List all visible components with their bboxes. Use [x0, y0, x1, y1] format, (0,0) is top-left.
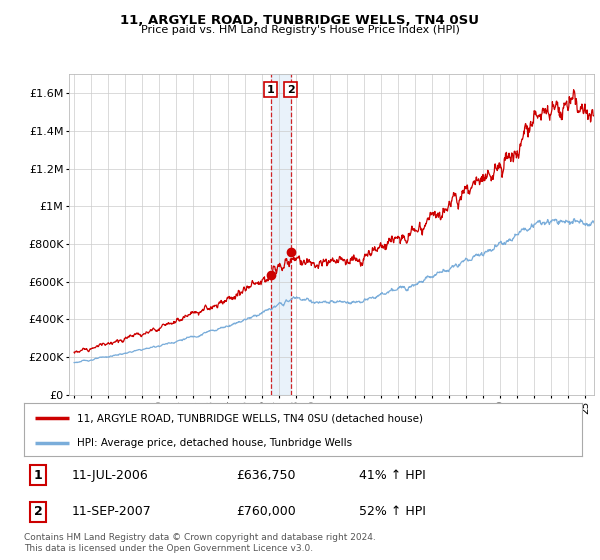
Text: £760,000: £760,000: [236, 505, 296, 518]
Text: 11-JUL-2006: 11-JUL-2006: [71, 469, 148, 482]
Text: 1: 1: [267, 85, 275, 95]
Text: £636,750: £636,750: [236, 469, 296, 482]
Text: Price paid vs. HM Land Registry's House Price Index (HPI): Price paid vs. HM Land Registry's House …: [140, 25, 460, 35]
Text: 11, ARGYLE ROAD, TUNBRIDGE WELLS, TN4 0SU (detached house): 11, ARGYLE ROAD, TUNBRIDGE WELLS, TN4 0S…: [77, 413, 423, 423]
Text: 41% ↑ HPI: 41% ↑ HPI: [359, 469, 425, 482]
Text: 2: 2: [287, 85, 295, 95]
Text: 11-SEP-2007: 11-SEP-2007: [71, 505, 151, 518]
Text: Contains HM Land Registry data © Crown copyright and database right 2024.
This d: Contains HM Land Registry data © Crown c…: [24, 533, 376, 553]
Bar: [271, 74, 291, 395]
Text: 1: 1: [34, 469, 43, 482]
Text: 52% ↑ HPI: 52% ↑ HPI: [359, 505, 425, 518]
Text: HPI: Average price, detached house, Tunbridge Wells: HPI: Average price, detached house, Tunb…: [77, 438, 352, 448]
Text: 11, ARGYLE ROAD, TUNBRIDGE WELLS, TN4 0SU: 11, ARGYLE ROAD, TUNBRIDGE WELLS, TN4 0S…: [121, 14, 479, 27]
Text: 2: 2: [34, 505, 43, 518]
